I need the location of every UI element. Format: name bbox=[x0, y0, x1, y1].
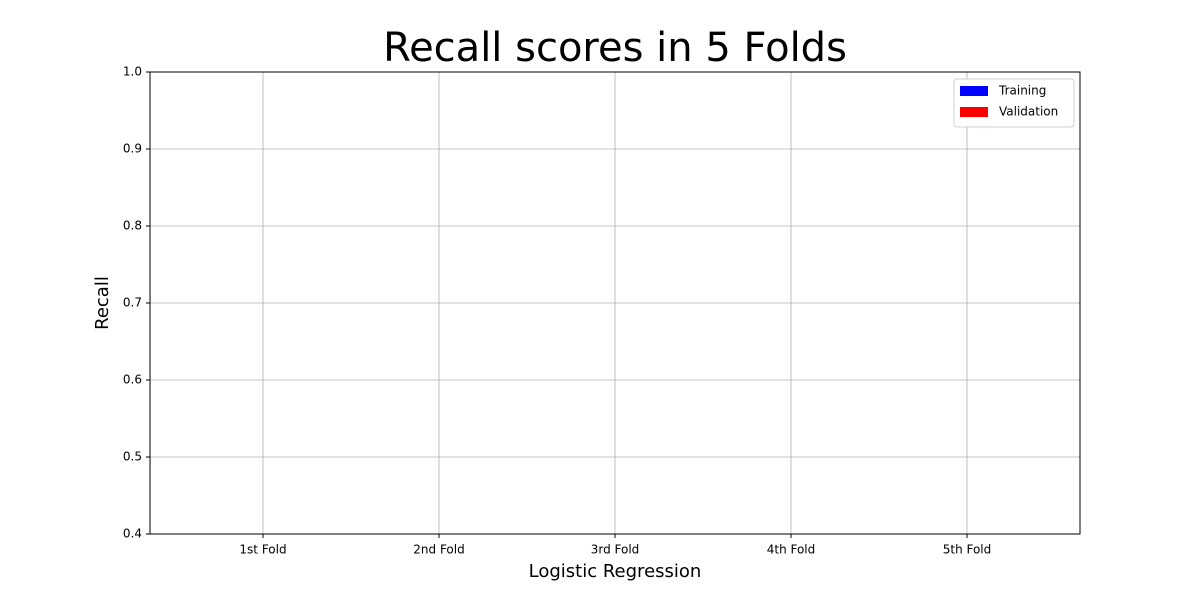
plot-frame bbox=[149, 71, 1081, 535]
x-tick-label: 2nd Fold bbox=[413, 543, 464, 557]
y-tick-label: 0.4 bbox=[123, 527, 142, 541]
legend-label: Training bbox=[998, 84, 1046, 98]
y-tick-label: 0.9 bbox=[123, 142, 142, 156]
chart-title: Recall scores in 5 Folds bbox=[383, 25, 847, 71]
x-tick-label: 3rd Fold bbox=[591, 543, 640, 557]
y-tick-label: 0.5 bbox=[123, 450, 142, 464]
y-tick-label: 0.7 bbox=[123, 296, 142, 310]
legend-swatch bbox=[960, 107, 988, 117]
y-tick-label: 0.6 bbox=[123, 373, 142, 387]
y-tick-label: 0.8 bbox=[123, 219, 142, 233]
x-tick-label: 5th Fold bbox=[943, 543, 992, 557]
y-tick-label: 1.0 bbox=[123, 65, 142, 79]
x-axis-label: Logistic Regression bbox=[529, 561, 702, 582]
legend-label: Validation bbox=[999, 105, 1058, 119]
x-tick-label: 4th Fold bbox=[767, 543, 816, 557]
legend-swatch bbox=[960, 86, 988, 96]
x-tick-label: 1st Fold bbox=[239, 543, 286, 557]
y-axis-label: Recall bbox=[92, 276, 113, 330]
